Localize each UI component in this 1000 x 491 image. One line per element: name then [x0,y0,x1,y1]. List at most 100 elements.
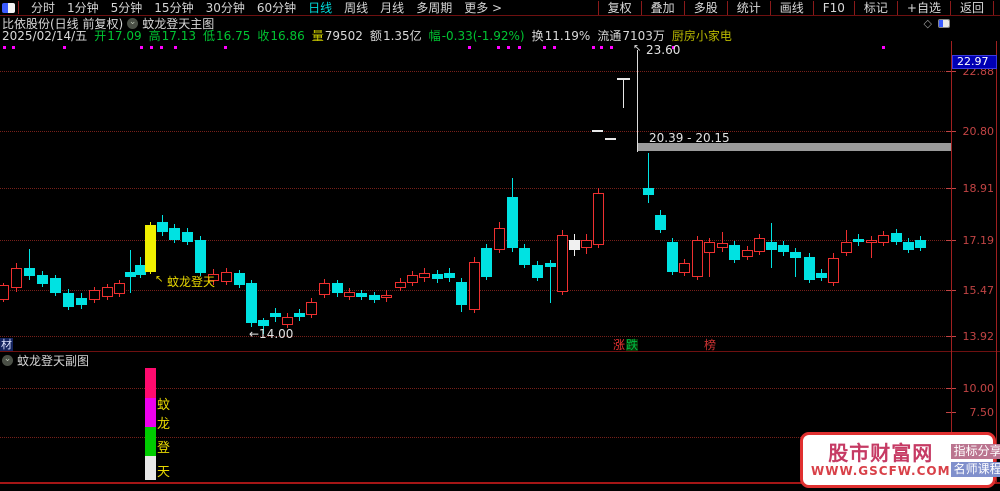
period-tab[interactable]: 分时 [31,0,56,15]
dash-candle [605,137,616,140]
candle-body [569,240,580,250]
quote-info-bar: 2025/02/14/五 开17.09 高17.13 低16.75 收16.86 量795… [2,29,732,43]
candle-body [89,290,100,301]
quote-field: 流通7103万 [597,29,665,43]
period-tab[interactable]: 15分钟 [154,0,194,15]
toolbar-button[interactable]: F10 [812,0,854,15]
candle-body [593,192,604,245]
chevron-down-icon[interactable]: ⌄ [2,354,13,366]
candle-body [891,233,902,243]
signal-dot [497,46,500,49]
candle-body [866,240,877,243]
candle-body [356,292,367,298]
watermark-badge: 指标分享 [950,443,1000,459]
period-tab[interactable]: 30分钟 [205,0,245,15]
watermark-text: 股市财富网 WWW.GSCFW.COM [811,442,951,478]
candle-body [532,265,543,279]
price-axis-line [951,41,952,482]
axis-tick-label: 7.50 [969,406,995,419]
period-tab[interactable]: 周线 [344,0,369,15]
candle-body [432,274,443,279]
candle-body [407,274,418,283]
candle-body [195,240,206,274]
indicator-char-label: 天 [157,465,171,480]
grid-line [0,131,951,132]
signal-dot [553,46,556,49]
candle-body [50,278,61,293]
layout-panel-icon[interactable] [938,18,950,28]
signal-dot [600,46,603,49]
highest-price-badge: 22.97 [952,55,997,69]
toolbar-right-buttons: 复权 叠加 多股 统计 画线 F10 标记 +自选 返回 [597,0,994,15]
candle-body [853,239,864,243]
diamond-icon[interactable]: ◇ [923,16,932,30]
candle-body [221,271,232,282]
grid-line [0,71,951,72]
sub-indicator-title[interactable]: 蚊龙登天副图 [17,354,90,368]
candle-body [102,287,113,298]
dash-candle [592,129,603,132]
toolbar-button[interactable]: 叠加 [640,0,684,15]
candle-body [114,283,125,294]
candle-wick [550,260,551,304]
candle-body [182,232,193,243]
toolbar-button[interactable]: 多股 [683,0,727,15]
grid-line [0,240,951,241]
period-tab[interactable]: 月线 [380,0,405,15]
price-annotation: 20.39 - 20.15 [649,131,730,145]
toolbar-underline [0,15,1000,16]
t-candle-stem [623,77,624,108]
candle-body [234,273,245,286]
left-edge-tag: 材 [0,338,13,351]
period-tab[interactable]: 更多 > [464,0,503,15]
candle-body [395,281,406,288]
period-tab[interactable]: 日线 [308,0,333,15]
period-tab[interactable]: 5分钟 [110,0,143,15]
period-tab[interactable]: 60分钟 [256,0,297,15]
chevron-down-icon[interactable]: ⌄ [127,16,139,29]
candle-body [157,221,168,233]
tag-up[interactable]: 涨 [613,338,626,352]
app-logo-icon[interactable] [2,2,15,13]
toolbar-button[interactable]: 标记 [853,0,897,15]
toolbar-divider [18,1,19,14]
toolbar-button[interactable]: 画线 [769,0,813,15]
candle-body [903,242,914,250]
period-toolbar: 分时 1分钟 5分钟 15分钟 30分钟 60分钟 日线 周线 月线 多周期 更多 > 复权 叠加 多股… [0,0,1000,15]
candle-body [37,274,48,284]
candle-body [270,312,281,317]
toolbar-button[interactable]: 返回 [949,0,994,15]
candle-body [332,283,343,293]
candle-body [704,242,715,254]
quote-field: 收16.86 [257,29,305,43]
quote-field: 低16.75 [202,29,251,43]
indicator-bar-segment [145,368,156,398]
candle-body [63,292,74,307]
period-tab[interactable]: 多周期 [416,0,453,15]
title-bar-right: ◇ [923,16,950,30]
candle-body [667,242,678,272]
toolbar-button[interactable]: 复权 [597,0,641,15]
tag-down[interactable]: 跌 [626,338,639,352]
candle-body [456,281,467,306]
signal-dot [140,46,143,49]
candle-body [444,273,455,279]
candle-body [24,267,35,277]
sub-chart-header: ⌄ 蚊龙登天副图 [2,354,90,368]
candle-body [11,267,22,288]
indicator-bar-segment [145,426,156,456]
candle-body [419,273,430,279]
signal-candle [145,224,156,272]
toolbar-button[interactable]: 统计 [726,0,770,15]
period-tab[interactable]: 1分钟 [67,0,99,15]
main-indicator-title[interactable]: 蚊龙登天主图 [142,16,215,31]
right-border-line [996,41,997,482]
candle-body [655,214,666,231]
candle-body [169,227,180,240]
toolbar-button[interactable]: +自选 [896,0,950,15]
candle-body [481,248,492,277]
indicator-bar-segment [145,455,156,480]
tag-rank[interactable]: 榜 [704,338,717,352]
candle-body [878,234,889,243]
